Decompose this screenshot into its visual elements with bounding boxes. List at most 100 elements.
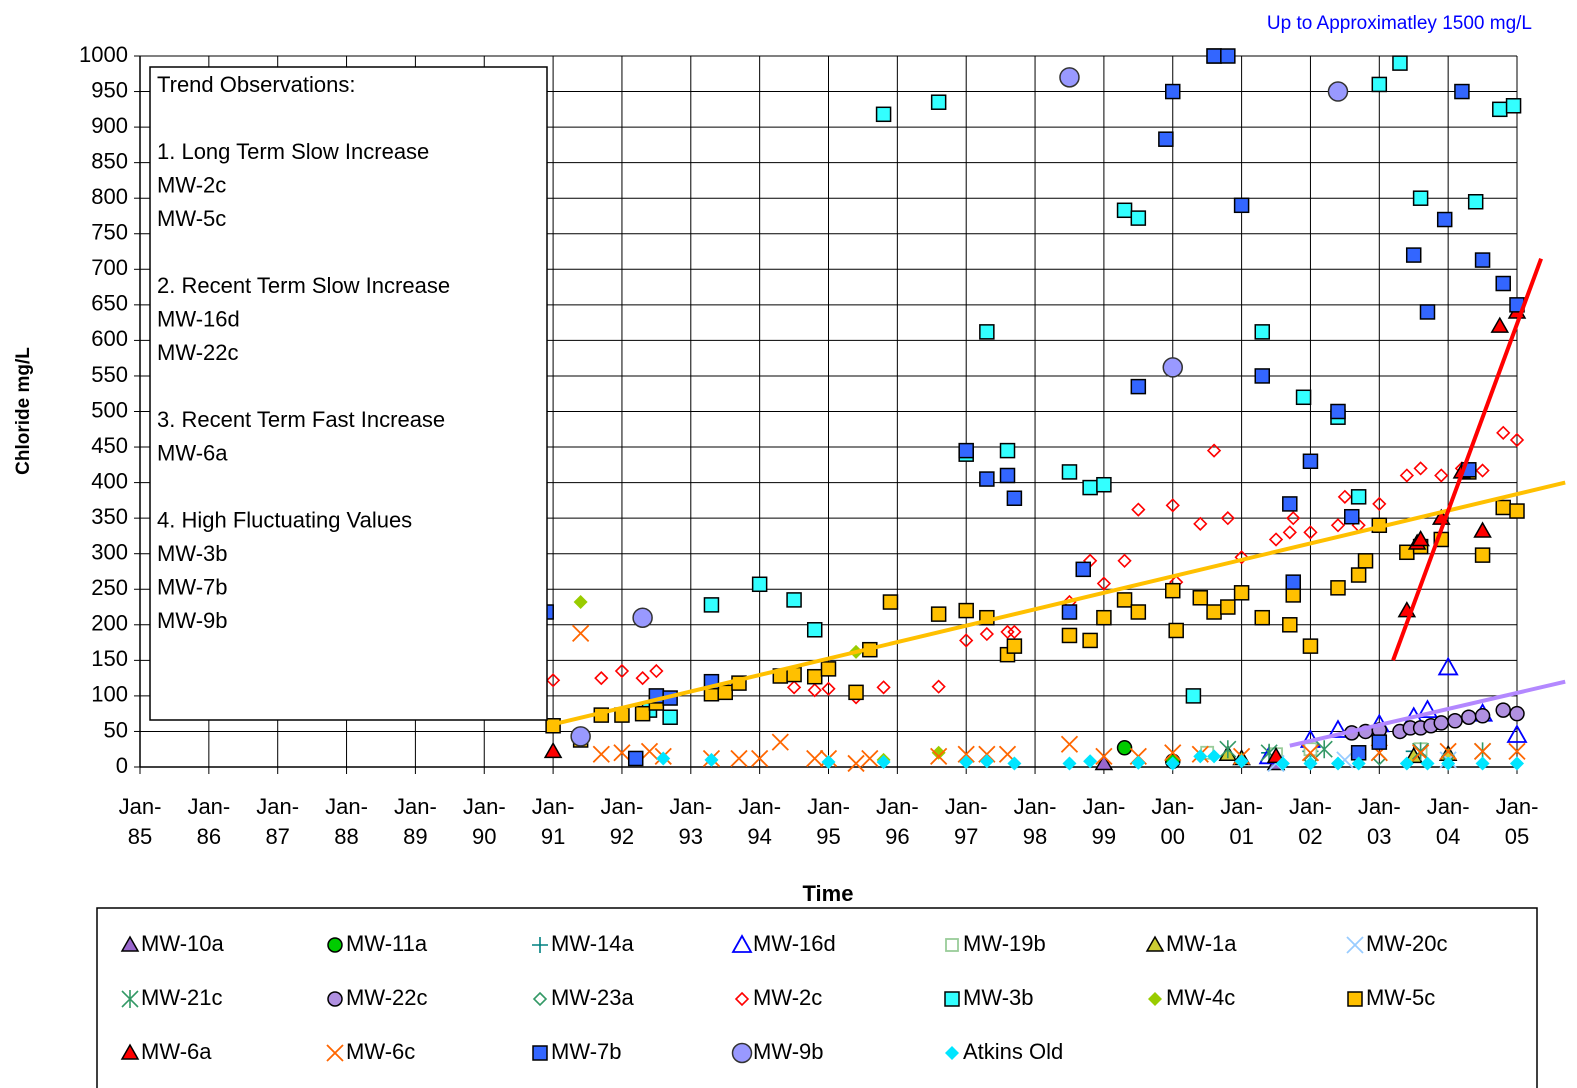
marker — [1302, 638, 1319, 654]
y-tick-label: 900 — [91, 113, 128, 138]
marker — [1330, 518, 1346, 533]
trend-line — [1289, 679, 1566, 748]
marker — [1282, 617, 1298, 633]
trend-line — [552, 480, 1566, 727]
notes-heading: 3. Recent Term Fast Increase — [157, 407, 445, 432]
marker — [1474, 708, 1491, 724]
marker — [649, 663, 664, 679]
x-tick-label: Jan-89 — [393, 794, 437, 849]
marker — [573, 595, 588, 610]
marker — [1061, 604, 1078, 620]
marker — [1416, 699, 1439, 719]
y-tick-label: 400 — [91, 468, 128, 493]
y-axis-label: Chloride mg/L — [13, 347, 34, 475]
notes-box — [149, 66, 548, 721]
marker — [1315, 740, 1333, 759]
marker — [635, 670, 650, 686]
marker — [1473, 742, 1492, 760]
marker — [1207, 749, 1222, 764]
marker — [1508, 742, 1526, 760]
annotation: Up to Approximatley 1500 mg/L — [1267, 13, 1532, 34]
marker — [1165, 756, 1180, 771]
x-tick-label: Jan-87 — [256, 794, 300, 849]
marker — [1392, 55, 1408, 71]
legend-label: MW-6c — [346, 1039, 415, 1064]
marker — [806, 668, 823, 685]
marker — [806, 749, 824, 768]
marker — [1474, 547, 1491, 563]
x-tick-label: Jan-01 — [1220, 794, 1263, 849]
marker — [1254, 609, 1271, 626]
legend-label: MW-21c — [141, 985, 223, 1010]
marker — [1130, 210, 1147, 226]
legend-marker — [326, 1044, 344, 1062]
legend-label: MW-14a — [551, 931, 634, 956]
marker — [1490, 316, 1510, 333]
marker — [1059, 67, 1080, 88]
marker — [730, 749, 748, 768]
x-tick-label: Jan-03 — [1357, 794, 1401, 849]
marker — [931, 679, 946, 694]
marker — [1193, 749, 1208, 764]
marker — [931, 745, 946, 760]
marker — [545, 718, 561, 734]
marker — [1254, 324, 1271, 340]
marker — [1096, 576, 1112, 591]
marker — [1220, 599, 1236, 615]
x-tick-label: Jan-96 — [875, 794, 919, 849]
marker — [1303, 742, 1318, 757]
marker — [1006, 490, 1023, 506]
marker — [634, 705, 651, 722]
marker — [1510, 756, 1524, 771]
legend-label: MW-7b — [551, 1039, 622, 1064]
notes-heading: 1. Long Term Slow Increase — [157, 139, 429, 164]
marker — [1327, 719, 1349, 738]
y-tick-label: 200 — [91, 611, 128, 636]
marker — [1372, 496, 1387, 512]
marker — [1268, 532, 1284, 547]
marker — [1434, 468, 1449, 483]
marker — [1371, 76, 1388, 93]
marker — [570, 726, 591, 747]
marker — [1220, 48, 1236, 64]
marker — [1495, 702, 1511, 718]
legend-marker — [731, 1042, 753, 1064]
marker — [1441, 756, 1456, 771]
legend-marker — [327, 937, 343, 953]
marker — [958, 442, 974, 459]
marker — [979, 324, 995, 340]
marker — [1301, 744, 1320, 762]
marker — [1419, 304, 1436, 320]
marker — [786, 680, 802, 695]
marker — [1131, 502, 1146, 517]
marker — [1234, 550, 1249, 565]
x-tick-label: Jan-91 — [531, 794, 575, 849]
marker — [959, 633, 974, 648]
marker — [613, 744, 631, 762]
marker — [847, 754, 865, 773]
marker — [1006, 638, 1023, 654]
marker — [1095, 747, 1113, 765]
marker — [545, 673, 561, 688]
marker — [875, 106, 892, 123]
marker — [1344, 508, 1360, 525]
legend-label: MW-20c — [1366, 931, 1448, 956]
notes-well: MW-3b — [157, 541, 228, 566]
notes-well: MW-22c — [157, 340, 239, 365]
marker — [1506, 724, 1528, 743]
marker — [1130, 604, 1147, 620]
legend-label: MW-16d — [753, 931, 836, 956]
y-tick-label: 100 — [91, 682, 128, 707]
marker — [1165, 582, 1181, 599]
marker — [1082, 632, 1098, 649]
y-tick-label: 300 — [91, 540, 128, 565]
marker — [999, 467, 1016, 484]
marker — [1007, 756, 1022, 771]
marker — [1412, 742, 1430, 761]
marker — [704, 752, 719, 767]
marker — [1509, 503, 1525, 519]
marker — [1411, 529, 1430, 547]
marker — [771, 733, 789, 751]
legend-marker — [1148, 992, 1162, 1006]
legend-marker — [945, 1046, 959, 1060]
